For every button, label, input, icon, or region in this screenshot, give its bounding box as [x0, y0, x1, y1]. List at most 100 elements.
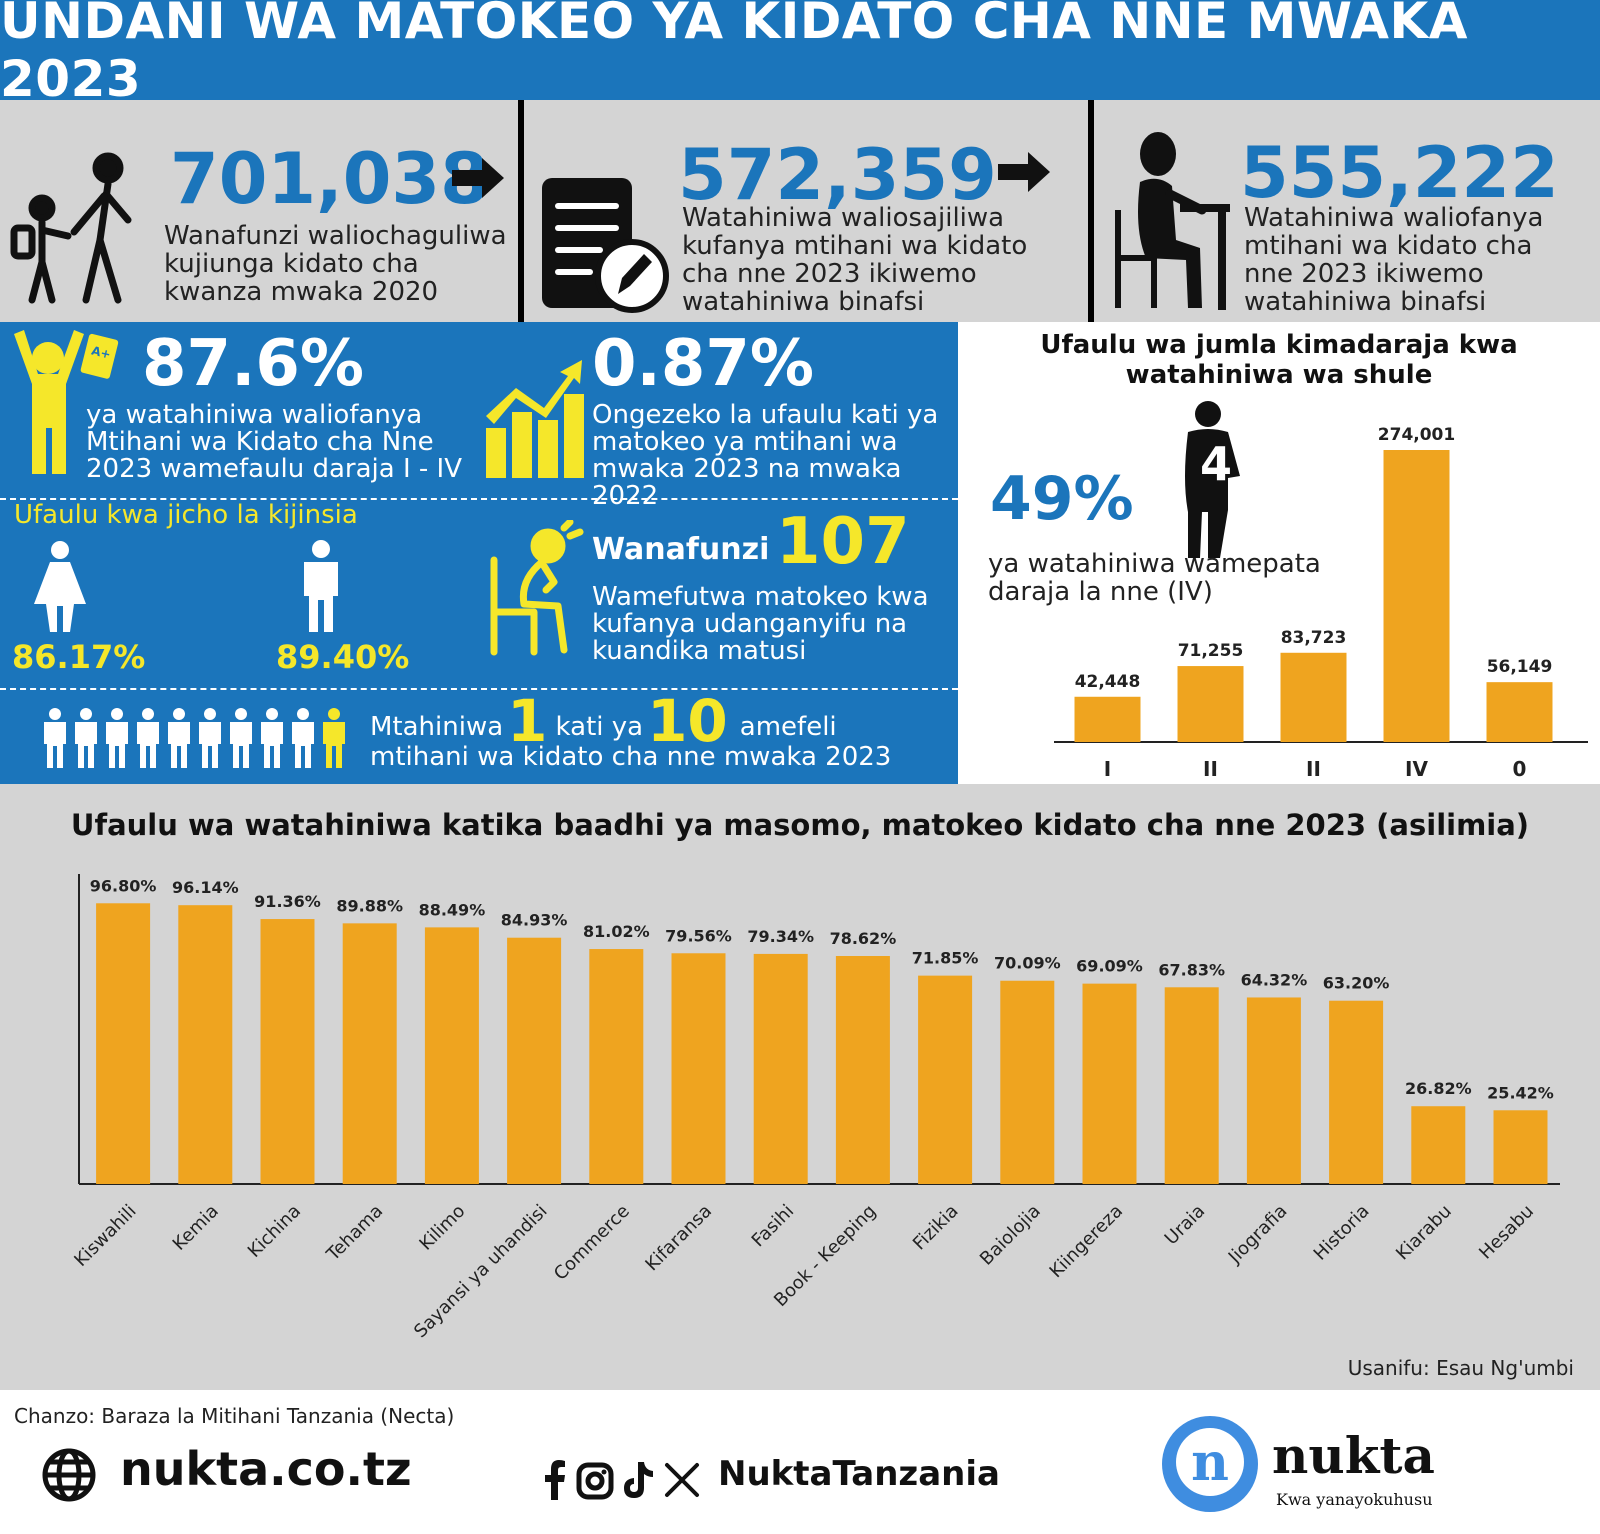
subject-chart-panel: Ufaulu wa watahiniwa katika baadhi ya ma…	[0, 784, 1600, 1390]
subject-category-label: Fizikia	[909, 1201, 963, 1255]
grade-value-label: 83,723	[1281, 628, 1347, 648]
subject-bar	[507, 938, 561, 1184]
subject-category-label: Hesabu	[1475, 1201, 1538, 1264]
person-icon	[75, 708, 97, 768]
subject-bar	[754, 954, 808, 1184]
footer: Chanzo: Baraza la Mitihani Tanzania (Nec…	[0, 1390, 1600, 1534]
subject-category-label: Commerce	[550, 1201, 634, 1285]
subject-category-label: Kiswahili	[70, 1201, 140, 1271]
grade-chart-panel: Ufaulu wa jumla kimadaraja kwa watahiniwa…	[958, 322, 1600, 784]
grade-value-label: 71,255	[1178, 641, 1244, 661]
subject-value-label: 89.88%	[336, 896, 403, 915]
divider	[0, 688, 958, 690]
grade-category-label: I	[1104, 757, 1111, 781]
person-icon	[230, 708, 252, 768]
cancelled-value: 107	[776, 510, 910, 574]
svg-text:n: n	[1191, 1432, 1229, 1493]
subject-category-label: Kilimo	[415, 1201, 469, 1255]
subject-value-label: 25.42%	[1487, 1083, 1554, 1102]
person-icon	[292, 708, 314, 768]
male-icon	[300, 540, 342, 632]
arrow-right-icon	[452, 158, 504, 198]
cancelled-prefix: Wanafunzi	[592, 532, 769, 567]
subject-value-label: 81.02%	[583, 922, 650, 941]
person-icon	[168, 708, 190, 768]
source: Chanzo: Baraza la Mitihani Tanzania (Nec…	[14, 1404, 454, 1428]
subject-value-label: 79.34%	[747, 927, 814, 946]
stat-sat-label: Watahiniwa waliofanya mtihani wa kidato c…	[1244, 204, 1543, 316]
grade-value-label: 42,448	[1075, 672, 1141, 692]
subject-value-label: 96.14%	[172, 878, 239, 897]
subject-category-label: Kichina	[244, 1201, 305, 1262]
person-icon	[44, 708, 66, 768]
subject-value-label: 91.36%	[254, 892, 321, 911]
gender-title: Ufaulu kwa jicho la kijinsia	[14, 500, 358, 530]
instagram-icon[interactable]	[576, 1462, 614, 1500]
stats-row: 701,038 Wanafunzi waliochaguliwa kujiunga…	[0, 100, 1600, 322]
stat-registered-value: 572,359	[678, 140, 997, 210]
subject-bar	[1411, 1106, 1465, 1184]
subject-bar	[343, 923, 397, 1184]
stressed-student-icon	[484, 520, 584, 658]
subject-bar	[1329, 1001, 1383, 1184]
subject-bar	[261, 919, 315, 1184]
subject-value-label: 71.85%	[912, 949, 979, 968]
stat-registered-label: Watahiniwa waliosajiliwa kufanya mtihani …	[682, 204, 1027, 316]
fail-rate-line2: mtihani wa kidato cha nne mwaka 2023	[370, 744, 891, 771]
grade-category-label: IV	[1405, 757, 1428, 781]
document-pen-icon	[540, 176, 670, 316]
grade-bar	[1384, 450, 1450, 742]
grade-category-label: II	[1203, 757, 1218, 781]
grade-value-label: 56,149	[1487, 657, 1553, 677]
highlights-panel: A+ 87.6% ya watahiniwa waliofanya Mtihani…	[0, 322, 958, 784]
stat-sat-value: 555,222	[1240, 138, 1559, 208]
grade-bar	[1281, 653, 1347, 742]
subject-value-label: 96.80%	[90, 876, 157, 895]
tiktok-icon[interactable]	[622, 1460, 654, 1500]
nukta-logo: n	[1160, 1414, 1260, 1514]
subject-bar	[1494, 1110, 1548, 1184]
credit: Usanifu: Esau Ng'umbi	[1348, 1356, 1574, 1380]
subject-category-label: Uraia	[1161, 1201, 1210, 1250]
person-icon	[323, 708, 345, 768]
subject-category-label: Tehama	[322, 1201, 387, 1266]
stat-enrolled-value: 701,038	[170, 144, 489, 214]
page-title: UNDANI WA MATOKEO YA KIDATO CHA NNE MWAK…	[0, 0, 1600, 100]
subject-value-label: 69.09%	[1076, 957, 1143, 976]
fail-rate-num2: 10	[647, 700, 728, 742]
subject-category-label: Kiarabu	[1392, 1201, 1456, 1265]
globe-icon	[42, 1448, 96, 1502]
subject-category-label: Fasihi	[748, 1201, 799, 1252]
subject-category-label: Historia	[1310, 1201, 1374, 1265]
person-icon	[106, 708, 128, 768]
subject-bar	[1165, 987, 1219, 1184]
subject-bar	[178, 905, 232, 1184]
grade-value-label: 274,001	[1378, 425, 1455, 445]
female-pass-rate: 86.17%	[12, 638, 145, 676]
subject-category-label: Kiingereza	[1046, 1201, 1128, 1283]
subject-bar	[96, 903, 150, 1184]
stat-enrolled-label: Wanafunzi waliochaguliwa kujiunga kidato …	[164, 222, 507, 306]
cancelled-label: Wamefutwa matokeo kwa kufanya udanganyifu…	[592, 584, 929, 665]
facebook-icon[interactable]	[544, 1460, 566, 1500]
subject-bar	[1083, 984, 1137, 1184]
students-walking-icon	[8, 150, 148, 310]
student-desk-icon	[1110, 130, 1230, 312]
subject-value-label: 78.62%	[830, 929, 897, 948]
person-icon	[137, 708, 159, 768]
social-handle[interactable]: NuktaTanzania	[718, 1454, 1000, 1494]
increase-label: Ongezeko la ufaulu kati ya matokeo ya mti…	[592, 402, 958, 510]
subject-category-label: Jiografia	[1224, 1201, 1292, 1269]
person-icon	[261, 708, 283, 768]
increase-value: 0.87%	[592, 332, 814, 396]
subject-bar-chart: 96.80% Kiswahili 96.14% Kemia 91.36% Kichina 8…	[0, 784, 1600, 1390]
subject-bar	[1247, 997, 1301, 1184]
pass-rate-value: 87.6%	[142, 332, 364, 396]
pass-rate-label: ya watahiniwa waliofanya Mtihani wa Kidat…	[86, 402, 462, 483]
brand-name: nukta	[1272, 1426, 1435, 1485]
subject-bar	[425, 927, 479, 1184]
x-icon[interactable]	[664, 1462, 700, 1498]
people-row	[42, 708, 364, 768]
female-icon	[32, 540, 88, 632]
website-link[interactable]: nukta.co.tz	[120, 1442, 412, 1496]
